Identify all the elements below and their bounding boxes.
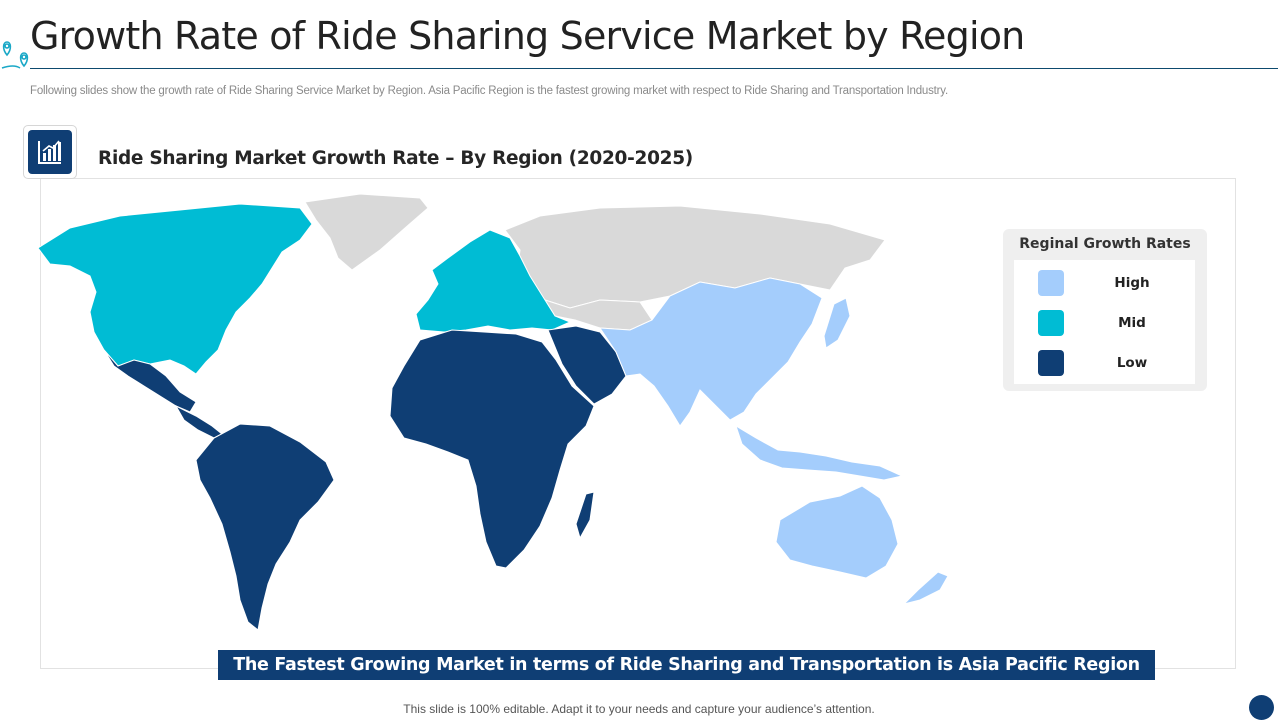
legend-item-low: Low — [1014, 350, 1195, 376]
legend-item-mid: Mid — [1014, 310, 1195, 336]
map-legend: Reginal Growth Rates High Mid Low — [1003, 229, 1207, 391]
map-region-south-america — [195, 423, 335, 631]
chart-title: Ride Sharing Market Growth Rate – By Reg… — [98, 148, 693, 169]
key-takeaway-banner: The Fastest Growing Market in terms of R… — [218, 650, 1155, 680]
legend-label-low: Low — [1116, 355, 1148, 371]
map-region-africa — [389, 329, 595, 569]
footer-note: This slide is 100% editable. Adapt it to… — [403, 702, 875, 716]
page-subtitle: Following slides show the growth rate of… — [30, 85, 948, 97]
legend-swatch-mid — [1038, 310, 1064, 336]
legend-item-high: High — [1014, 270, 1195, 296]
legend-label-high: High — [1114, 275, 1150, 291]
location-pin-icon — [1, 41, 29, 69]
map-region-greenland — [304, 193, 429, 271]
map-region-madagascar — [575, 491, 595, 540]
chart-icon-badge — [23, 125, 77, 179]
map-region-australia — [775, 485, 899, 579]
map-region-asia-pacific — [599, 277, 823, 427]
legend-body: High Mid Low — [1014, 260, 1195, 384]
map-region-southeast-asia — [735, 424, 904, 481]
legend-swatch-low — [1038, 350, 1064, 376]
map-region-mexico — [103, 349, 197, 413]
bar-chart-icon — [38, 140, 61, 164]
map-region-middle-east — [547, 325, 627, 405]
page-title: Growth Rate of Ride Sharing Service Mark… — [30, 14, 1025, 58]
title-divider — [30, 68, 1278, 69]
legend-swatch-high — [1038, 270, 1064, 296]
legend-label-mid: Mid — [1118, 315, 1146, 331]
world-map — [37, 193, 949, 631]
legend-title: Reginal Growth Rates — [1019, 236, 1191, 252]
map-region-north-america — [37, 203, 313, 375]
map-region-japan — [823, 297, 851, 349]
map-region-central-america — [174, 404, 223, 439]
corner-dot — [1249, 695, 1274, 720]
map-region-new-zealand — [902, 571, 949, 605]
